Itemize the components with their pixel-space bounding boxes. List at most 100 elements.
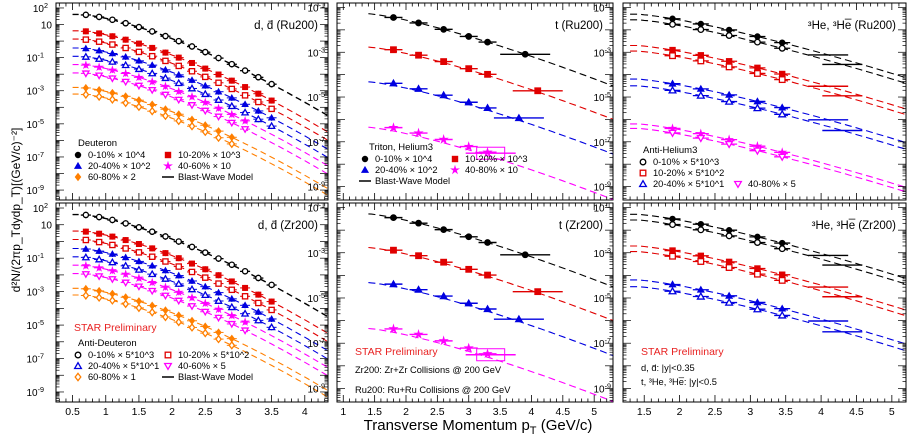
y-tick-label: 10-3 <box>26 84 44 98</box>
panel-he3_zr: 1.5 2 2.5 3 3.5 4 4.5 5 10-1 10-3 10-5 10-7 10-9 ³He,… <box>593 201 907 418</box>
svg-text:40-60% × 5: 40-60% × 5 <box>178 361 226 371</box>
svg-text:60-80% × 1: 60-80% × 1 <box>88 372 136 382</box>
panel-note: d, d̄: |y|<0.35 <box>641 363 695 373</box>
legend-item: 40-80% × 10 <box>450 164 518 175</box>
legend-item: 40-60% × 10 <box>163 160 231 171</box>
panel-note: t, ³He, ³He̅: |y|<0.5 <box>641 377 717 387</box>
data-layer <box>368 213 613 402</box>
legend-item: 20-40% × 10^2 <box>360 165 438 175</box>
panel-label: t (Ru200) <box>555 20 603 32</box>
x-tick-label: 4 <box>302 406 308 418</box>
y-tick-label: 10-1 <box>593 0 611 14</box>
x-tick-label: 1.5 <box>637 406 652 418</box>
legend-title: Anti-Deuteron <box>78 338 137 349</box>
x-tick-label: 2.5 <box>708 406 723 418</box>
legend-item: 20-40% × 10^2 <box>73 161 151 171</box>
panel-label: t (Zr200) <box>559 220 603 232</box>
legend-item: 60-80% × 2 <box>74 172 136 182</box>
legend-item: 0-10% × 10^4 <box>74 150 145 160</box>
x-tick-label: 1.5 <box>367 406 382 418</box>
legend-title: Deuteron <box>78 138 117 149</box>
panel-note: Ru200: Ru+Ru Collisions @ 200 GeV <box>355 385 511 395</box>
panel-note: Zr200: Zr+Zr Collisions @ 200 GeV <box>355 365 502 375</box>
y-tick-label: 10-9 <box>593 180 611 194</box>
svg-text:Blast-Wave Model: Blast-Wave Model <box>178 172 253 182</box>
svg-text:40-80% × 10: 40-80% × 10 <box>465 165 518 175</box>
legend-item: 40-80% × 5 <box>733 179 796 189</box>
x-tick-label: 3 <box>466 406 472 418</box>
y-tick-label: 10-5 <box>307 291 325 305</box>
y-tick-label: 10 <box>41 21 53 32</box>
y-tick-label: 10-7 <box>593 336 611 350</box>
legend-item: 10-20% × 10^3 <box>451 154 528 164</box>
panel-label: ³He, ³He̅ (Zr200) <box>812 220 897 232</box>
y-tick-label: 10-1 <box>307 0 325 14</box>
y-tick-label: 10-5 <box>307 90 325 104</box>
y-tick-label: 10-9 <box>307 180 325 194</box>
star-preliminary-label: STAR Preliminary <box>355 346 438 358</box>
y-tick-label: 10-7 <box>307 135 325 149</box>
legend-item: 40-60% × 5 <box>163 361 226 371</box>
y-tick-label: 10-9 <box>593 381 611 395</box>
panel-d_ru: 102 10 10-1 10-3 10-5 10-7 10-9 d, d̄ (Ru200) De… <box>26 1 329 201</box>
y-tick-label: 10 <box>41 221 53 232</box>
data-layer <box>72 11 328 196</box>
x-tick-label: 2.5 <box>198 406 213 418</box>
legend-item: Blast-Wave Model <box>162 372 253 382</box>
svg-text:0-10% × 10^4: 0-10% × 10^4 <box>88 150 145 160</box>
legend-title: Anti-Helium3 <box>643 145 697 156</box>
x-tick-label: 3.5 <box>778 406 793 418</box>
svg-text:20-40% × 10^2: 20-40% × 10^2 <box>88 161 151 171</box>
y-tick-label: 10-5 <box>593 90 611 104</box>
y-tick-label: 10-9 <box>26 183 44 197</box>
svg-text:10-20% × 5*10^2: 10-20% × 5*10^2 <box>653 168 724 178</box>
y-tick-label: 10-1 <box>593 201 611 215</box>
y-tick-label: 10-1 <box>26 51 44 65</box>
svg-text:10-20% × 10^3: 10-20% × 10^3 <box>465 154 528 164</box>
svg-text:0-10% × 5*10^3: 0-10% × 5*10^3 <box>653 157 719 167</box>
y-tick-label: 10-5 <box>26 318 44 332</box>
legend-item: 0-10% × 5*10^3 <box>74 350 154 360</box>
x-tick-label: 5 <box>889 406 895 418</box>
svg-text:40-60% × 10: 40-60% × 10 <box>178 161 231 171</box>
legend-item: 60-80% × 1 <box>74 372 136 382</box>
svg-text:60-80% × 2: 60-80% × 2 <box>88 172 136 182</box>
x-axis-title: Transverse Momentum pT (GeV/c) <box>364 417 593 437</box>
svg-text:Blast-Wave Model: Blast-Wave Model <box>178 372 253 382</box>
y-tick-label: 10-7 <box>593 135 611 149</box>
svg-text:20-40% × 5*10^1: 20-40% × 5*10^1 <box>88 361 159 371</box>
legend-item: 10-20% × 5*10^2 <box>639 168 724 178</box>
panel-t_zr: 1 1.5 2 2.5 3 3.5 4 4.5 5 10-1 10-3 10-5 10-7 10-9 t (… <box>307 201 614 418</box>
y-tick-label: 10-7 <box>26 352 44 366</box>
svg-text:Blast-Wave Model: Blast-Wave Model <box>375 176 450 186</box>
y-tick-label: 10-7 <box>307 336 325 350</box>
x-tick-label: 1 <box>340 406 346 418</box>
panel-label: d, d̄ (Ru200) <box>254 20 318 32</box>
x-tick-label: 3.5 <box>264 406 279 418</box>
y-axis-title: d²N/(2πp_Tdydp_T)[(GeV/c)⁻²] <box>9 128 23 293</box>
svg-text:0-10% × 5*10^3: 0-10% × 5*10^3 <box>88 350 154 360</box>
panel-label: d, d̄ (Zr200) <box>258 220 318 232</box>
y-tick-label: 10-3 <box>593 246 611 260</box>
x-tick-label: 1.5 <box>132 406 147 418</box>
x-tick-label: 2 <box>169 406 175 418</box>
legend-item: Blast-Wave Model <box>359 176 450 186</box>
y-tick-label: 102 <box>33 1 48 15</box>
legend-item: 20-40% × 5*10^1 <box>73 361 159 371</box>
y-tick-label: 10-5 <box>593 291 611 305</box>
x-tick-label: 3 <box>236 406 242 418</box>
star-preliminary-label: STAR Preliminary <box>641 346 724 358</box>
x-tick-label: 2 <box>403 406 409 418</box>
x-tick-label: 2.5 <box>430 406 445 418</box>
panel-d_zr: 0.5 1 1.5 2 2.5 3 3.5 4 102 10 10-1 10-3 10-5 10-7 10-… <box>26 201 329 418</box>
data-layer <box>630 13 906 193</box>
x-tick-label: 1 <box>103 406 109 418</box>
x-tick-label: 4.5 <box>556 406 571 418</box>
legend-item: 0-10% × 5*10^3 <box>639 157 719 167</box>
y-tick-label: 10-3 <box>307 246 325 260</box>
y-tick-label: 10-7 <box>26 150 44 164</box>
x-tick-label: 2 <box>677 406 683 418</box>
data-layer <box>630 213 906 352</box>
y-tick-label: 10-3 <box>307 45 325 59</box>
